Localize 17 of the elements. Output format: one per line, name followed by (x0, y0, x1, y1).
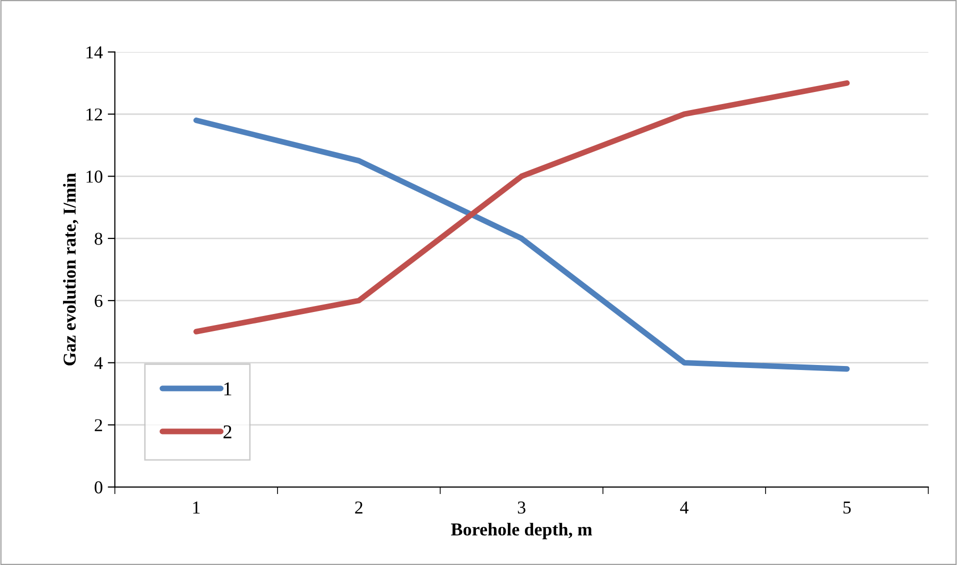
x-tick-label: 3 (518, 501, 526, 514)
y-tick-label: 4 (94, 357, 103, 369)
y-tick-label: 14 (86, 46, 103, 58)
y-tick-label: 8 (94, 232, 102, 245)
x-tick-label: 4 (680, 502, 688, 514)
y-tick-label: 0 (94, 481, 102, 494)
y-axis-title: Gaz evolution rate, I/min (63, 172, 78, 366)
y-tick-label: 12 (86, 108, 102, 120)
y-tick-label: 6 (94, 294, 102, 308)
y-tick-label: 10 (86, 170, 102, 183)
x-tick-label: 1 (193, 502, 200, 514)
x-tick-label: 5 (843, 502, 851, 514)
x-axis-title: Borehole depth, m (451, 522, 592, 540)
legend-label: 2 (224, 425, 232, 438)
y-tick-label: 2 (94, 419, 102, 432)
legend-label: 1 (224, 382, 232, 396)
x-tick-label: 2 (355, 501, 362, 514)
